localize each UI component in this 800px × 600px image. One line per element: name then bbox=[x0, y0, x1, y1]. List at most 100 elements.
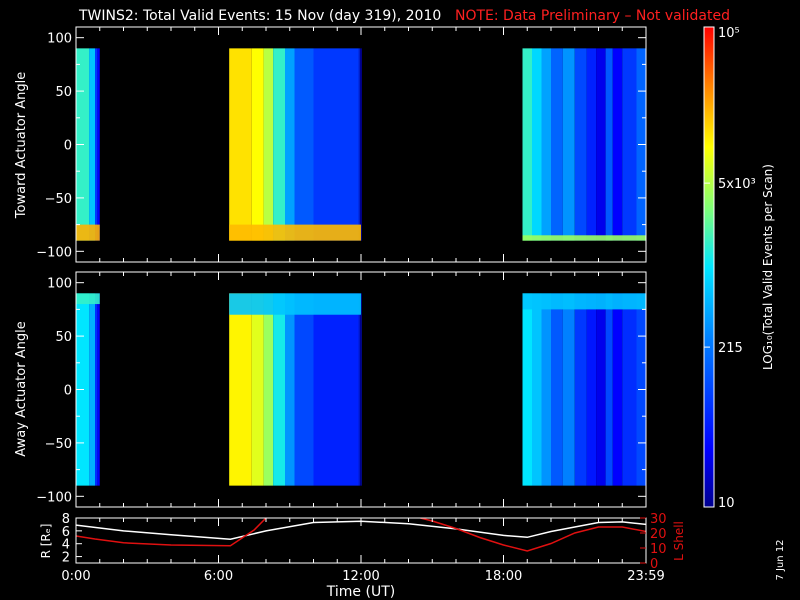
toward-ytick-label: 100 bbox=[47, 32, 72, 47]
lshell-line bbox=[420, 518, 646, 552]
toward-cell bbox=[522, 48, 532, 241]
away-heatmap bbox=[76, 293, 646, 486]
toward-y-ticks: 100 50 0 −50 −100 bbox=[36, 27, 647, 262]
chart-title: TWINS2: Total Valid Events: 15 Nov (day … bbox=[78, 8, 441, 24]
away-cell bbox=[541, 293, 551, 486]
away-cell bbox=[605, 293, 613, 486]
colorbar-ticks: 10⁵ 5x10³ 215 10 bbox=[704, 26, 756, 511]
toward-cell bbox=[97, 48, 100, 241]
away-cell bbox=[97, 293, 100, 486]
away-ytick-label: 100 bbox=[47, 277, 72, 292]
away-band bbox=[229, 293, 361, 315]
toward-cell bbox=[294, 48, 314, 241]
colorbar-tick-label: 10⁵ bbox=[718, 26, 740, 41]
radius-line bbox=[76, 520, 646, 540]
orbit-ylabel-lshell: L Shell bbox=[672, 521, 686, 561]
away-ytick-label: −100 bbox=[36, 490, 72, 505]
x-axis: 0:00 6:00 12:00 18:00 23:59 bbox=[61, 27, 665, 584]
x-tick-label: 0:00 bbox=[61, 569, 90, 584]
away-cell bbox=[358, 293, 360, 486]
toward-cell bbox=[358, 48, 360, 241]
toward-ytick-label: −100 bbox=[36, 245, 72, 260]
colorbar: 10⁵ 5x10³ 215 10 LOG₁₀(Total Valid Events p… bbox=[703, 26, 775, 511]
toward-cell bbox=[359, 48, 361, 241]
x-tick-label: 18:00 bbox=[485, 569, 522, 584]
away-band bbox=[76, 293, 100, 305]
x-tick-label: 23:59 bbox=[627, 569, 664, 584]
away-ytick-label: −50 bbox=[45, 437, 72, 452]
toward-cell bbox=[95, 48, 98, 241]
toward-cell bbox=[285, 48, 295, 241]
orbit-ytick-right-label: 10 bbox=[650, 542, 667, 557]
orbit-ytick-right-label: 30 bbox=[650, 512, 667, 527]
x-tick-label: 12:00 bbox=[342, 569, 379, 584]
toward-cell bbox=[562, 48, 575, 241]
toward-cell bbox=[612, 48, 623, 241]
toward-cell bbox=[229, 48, 252, 241]
away-cell bbox=[273, 293, 285, 486]
away-cell bbox=[89, 293, 95, 486]
toward-ylabel: Toward Actuator Angle bbox=[14, 72, 29, 219]
x-axis-label: Time (UT) bbox=[326, 584, 395, 600]
away-cell bbox=[596, 293, 606, 486]
away-cell bbox=[294, 293, 314, 486]
toward-cell bbox=[541, 48, 551, 241]
orbit-ytick-label: 8 bbox=[62, 512, 70, 527]
away-panel: 100 50 0 −50 −100 Away Actuator Angle bbox=[14, 271, 647, 508]
toward-cell bbox=[586, 48, 597, 241]
toward-cell bbox=[622, 48, 637, 241]
colorbar-tick-label: 215 bbox=[718, 341, 743, 356]
away-y-ticks: 100 50 0 −50 −100 bbox=[36, 272, 647, 507]
orbit-lines bbox=[76, 518, 646, 552]
toward-band bbox=[76, 224, 100, 241]
away-cell bbox=[586, 293, 597, 486]
toward-cell bbox=[532, 48, 542, 241]
colorbar-label: LOG₁₀(Total Valid Events per Scan) bbox=[761, 164, 775, 370]
toward-cell bbox=[263, 48, 274, 241]
away-cell bbox=[263, 293, 274, 486]
colorbar-tick-label: 10 bbox=[718, 496, 735, 511]
x-tick-label: 6:00 bbox=[204, 569, 233, 584]
toward-ytick-label: 0 bbox=[64, 139, 72, 154]
toward-cell bbox=[551, 48, 563, 241]
away-cell bbox=[313, 293, 359, 486]
orbit-ylabel-r: R [Rₑ] bbox=[39, 524, 53, 559]
away-ytick-label: 50 bbox=[55, 330, 72, 345]
toward-cell bbox=[574, 48, 587, 241]
away-cell bbox=[359, 293, 361, 486]
toward-band bbox=[229, 224, 361, 241]
toward-cell bbox=[273, 48, 285, 241]
away-cell bbox=[229, 293, 252, 486]
away-cell bbox=[532, 293, 542, 486]
toward-ytick-label: −50 bbox=[45, 192, 72, 207]
away-cell bbox=[251, 293, 264, 486]
toward-cell bbox=[251, 48, 264, 241]
toward-cell bbox=[313, 48, 359, 241]
toward-cell bbox=[605, 48, 613, 241]
away-ylabel: Away Actuator Angle bbox=[14, 321, 29, 456]
away-cell bbox=[574, 293, 587, 486]
orbit-ytick-label: 4 bbox=[62, 538, 70, 553]
colorbar-gradient bbox=[703, 26, 715, 508]
away-cell bbox=[551, 293, 563, 486]
away-band bbox=[522, 293, 646, 310]
away-cell bbox=[622, 293, 637, 486]
lshell-line bbox=[76, 518, 267, 547]
colorbar-tick-label: 5x10³ bbox=[718, 177, 756, 192]
away-cell bbox=[285, 293, 295, 486]
orbit-ytick-right-label: 0 bbox=[650, 557, 658, 572]
away-cell bbox=[562, 293, 575, 486]
orbit-ytick-label: 2 bbox=[62, 551, 70, 566]
toward-ytick-label: 50 bbox=[55, 85, 72, 100]
orbit-ytick-label: 6 bbox=[62, 525, 70, 540]
toward-cell bbox=[361, 48, 362, 241]
away-cell bbox=[95, 293, 98, 486]
away-cell bbox=[612, 293, 623, 486]
preliminary-note: NOTE: Data Preliminary – Not validated bbox=[455, 8, 730, 24]
orbit-ytick-right-label: 20 bbox=[650, 527, 667, 542]
away-cell bbox=[361, 293, 362, 486]
